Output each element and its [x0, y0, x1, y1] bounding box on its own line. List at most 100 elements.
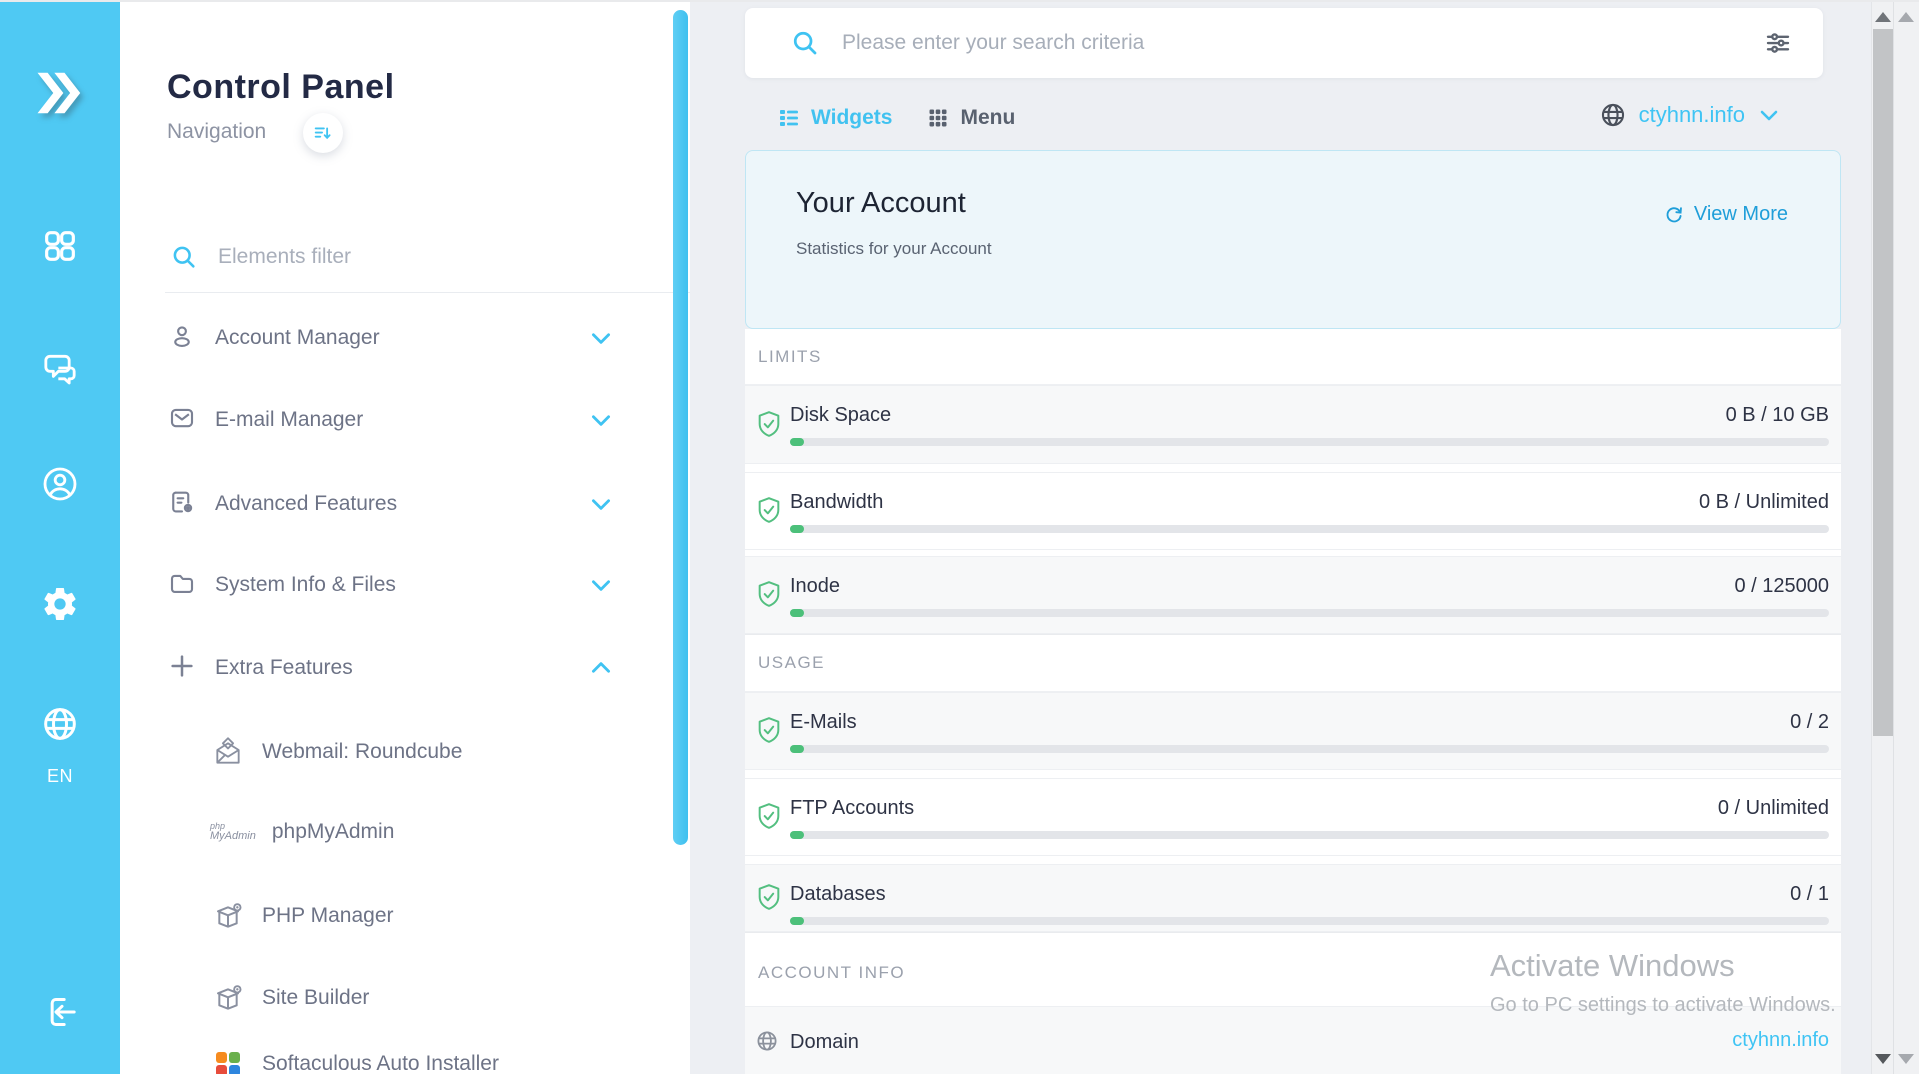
stat-row-domain: Domain ctyhnn.info — [745, 1006, 1841, 1074]
section-header-usage: USAGE — [745, 634, 1841, 692]
nav-subitem-phpmyadmin[interactable]: php MyAdmin phpMyAdmin — [120, 792, 675, 872]
scroll-up-arrow[interactable] — [1898, 12, 1914, 22]
package-gear-icon — [210, 982, 246, 1014]
chevron-down-icon[interactable] — [588, 491, 614, 517]
nav-subitem-softaculous-installer[interactable]: Softaculous Auto Installer — [120, 1024, 675, 1074]
chevron-up-icon[interactable] — [588, 655, 614, 681]
nav-item-account-manager[interactable]: Account Manager — [120, 297, 675, 379]
user-icon — [167, 321, 197, 356]
stat-row-inode: Inode 0 / 125000 — [745, 556, 1841, 634]
shield-check-icon — [755, 579, 783, 611]
your-account-card: Your Account Statistics for your Account… — [745, 150, 1841, 329]
stat-row-ftp-accounts: FTP Accounts 0 / Unlimited — [745, 778, 1841, 856]
nav-subitem-php-manager[interactable]: PHP Manager — [120, 876, 675, 956]
activate-windows-watermark: Activate Windows — [1490, 948, 1735, 983]
globe-icon — [755, 1029, 779, 1053]
shield-check-icon — [755, 409, 783, 441]
elements-filter-input[interactable] — [218, 245, 598, 269]
section-header-label: LIMITS — [758, 346, 822, 366]
language-globe-icon[interactable] — [40, 704, 80, 744]
search-bar — [745, 8, 1823, 78]
language-label: EN — [46, 766, 73, 786]
nav-subitem-label: PHP Manager — [262, 904, 394, 927]
chevron-down-icon[interactable] — [588, 572, 614, 598]
view-more-link[interactable]: View More — [1663, 203, 1788, 226]
settings-gear-icon[interactable] — [40, 584, 80, 624]
tab-widgets[interactable]: Widgets — [777, 106, 892, 130]
folder-icon — [167, 568, 197, 603]
main-area: Widgets Menu ctyhnn.info Yo — [690, 2, 1871, 1074]
phpmyadmin-logo: php MyAdmin — [210, 821, 256, 842]
stat-label: Domain — [790, 1031, 859, 1053]
stat-row-disk-space: Disk Space 0 B / 10 GB — [745, 385, 1841, 464]
progress-fill — [790, 917, 804, 925]
progress-bar — [790, 609, 1829, 617]
widgets-list-icon — [780, 110, 798, 126]
content-scrollbar-thumb[interactable] — [1873, 29, 1893, 736]
content-scrollbar — [1871, 2, 1893, 1074]
plus-icon — [167, 651, 197, 686]
stat-label: Disk Space — [790, 404, 892, 426]
elements-filter — [170, 230, 640, 284]
logout-icon[interactable] — [40, 992, 80, 1032]
nav-item-label: E-mail Manager — [215, 408, 364, 431]
window-top-border — [0, 0, 1919, 2]
nav-subitem-label: Softaculous Auto Installer — [262, 1052, 499, 1074]
content-column: Widgets Menu ctyhnn.info Yo — [745, 2, 1841, 1074]
domain-value-link[interactable]: ctyhnn.info — [1732, 1029, 1829, 1051]
card-title: Your Account — [796, 187, 966, 219]
scroll-up-arrow[interactable] — [1875, 12, 1891, 22]
stat-value: 0 B / 10 GB — [1725, 404, 1829, 426]
progress-bar — [790, 438, 1829, 446]
stat-value: 0 / 125000 — [1734, 575, 1829, 597]
view-more-label: View More — [1693, 203, 1788, 225]
progress-fill — [790, 609, 804, 617]
page-title: Control Panel — [167, 68, 395, 106]
nav-item-extra-features[interactable]: Extra Features — [120, 627, 675, 709]
globe-icon — [1599, 101, 1627, 129]
chevron-down-icon[interactable] — [588, 407, 614, 433]
brand-logo-double-chevron-icon — [37, 72, 81, 114]
nav-item-label: Account Manager — [215, 326, 380, 349]
search-input[interactable] — [842, 31, 1662, 55]
progress-fill — [790, 745, 804, 753]
stat-label: FTP Accounts — [790, 797, 915, 819]
section-header-label: USAGE — [758, 653, 826, 672]
filter-sliders-icon[interactable] — [1763, 28, 1793, 58]
nav-collapse-button[interactable] — [303, 113, 343, 153]
nav-scrollbar-thumb[interactable] — [673, 10, 688, 845]
window-scrollbar — [1893, 2, 1919, 1074]
search-icon — [173, 246, 195, 268]
nav-subitem-site-builder[interactable]: Site Builder — [120, 958, 675, 1038]
apps-grid-icon[interactable] — [40, 226, 80, 266]
scroll-down-arrow[interactable] — [1875, 1054, 1891, 1064]
nav-item-label: Extra Features — [215, 656, 353, 679]
stat-value: 0 / Unlimited — [1717, 797, 1829, 819]
scroll-down-arrow[interactable] — [1898, 1054, 1914, 1064]
section-header-limits: LIMITS — [745, 329, 1841, 385]
tab-menu[interactable]: Menu — [926, 106, 1015, 130]
nav-item-label: System Info & Files — [215, 573, 396, 596]
support-chat-icon[interactable] — [40, 348, 80, 388]
nav-item-label: Advanced Features — [215, 492, 398, 515]
chevron-down-icon — [1757, 103, 1781, 127]
nav-subitem-webmail-roundcube[interactable]: Webmail: Roundcube — [120, 712, 675, 792]
stat-label: Inode — [790, 575, 841, 597]
account-icon[interactable] — [40, 464, 80, 504]
tab-label: Menu — [960, 106, 1016, 129]
tab-label: Widgets — [811, 106, 893, 129]
stat-row-emails: E-Mails 0 / 2 — [745, 692, 1841, 770]
nav-item-system-info-files[interactable]: System Info & Files — [120, 544, 675, 626]
nav-subtitle: Navigation — [167, 120, 267, 143]
chevron-down-icon[interactable] — [588, 325, 614, 351]
progress-fill — [790, 438, 804, 446]
section-header-label: ACCOUNT INFO — [758, 962, 906, 982]
nav-item-advanced-features[interactable]: Advanced Features — [120, 463, 675, 545]
nav-item-email-manager[interactable]: E-mail Manager — [120, 379, 675, 461]
progress-bar — [790, 525, 1829, 533]
domain-selector[interactable]: ctyhnn.info — [1599, 95, 1781, 135]
softaculous-logo — [210, 1052, 246, 1074]
stats-panel: LIMITS Disk Space 0 B / 10 GB Bandwidth … — [745, 329, 1841, 1074]
nav-subitem-label: Site Builder — [262, 986, 370, 1009]
